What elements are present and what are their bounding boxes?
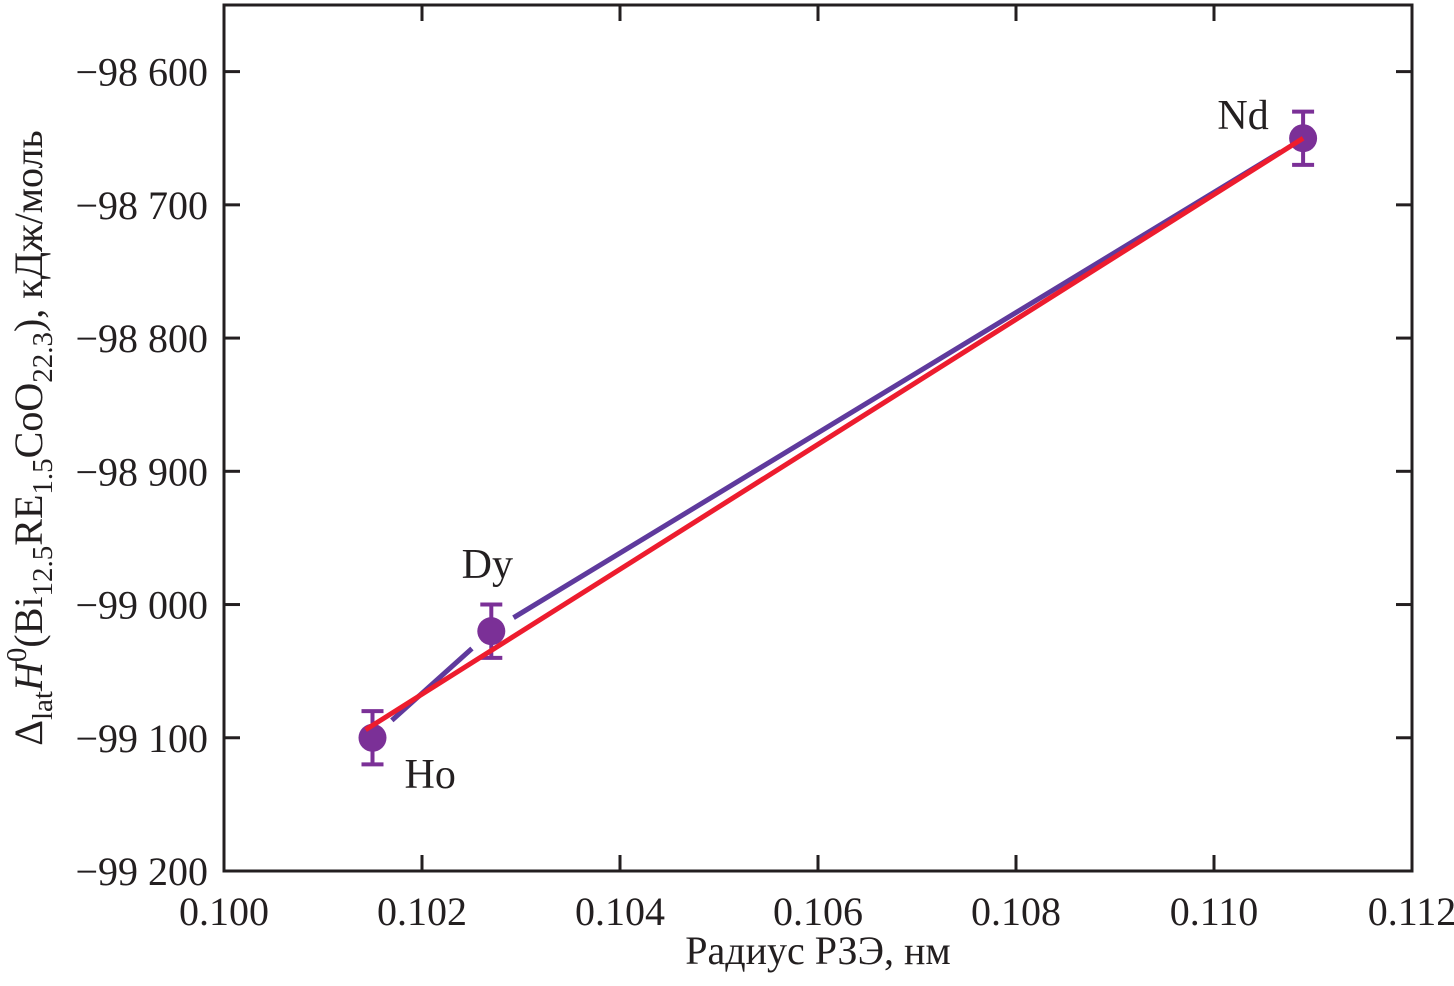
y-tick-label: −98 900 (75, 449, 208, 494)
data-point-marker (477, 617, 506, 646)
data-point-Ho: Ho (358, 709, 456, 798)
data-point-marker (358, 723, 387, 752)
x-tick-label: 0.104 (575, 889, 665, 934)
y-tick-label: −99 200 (75, 849, 208, 894)
x-tick-label: 0.110 (1170, 889, 1259, 934)
x-tick-label: 0.106 (773, 889, 863, 934)
y-axis-title: ΔlatH0(Bi12.5RE1.5CoO22.3), кДж/моль (1, 130, 59, 745)
series-line-experimental (512, 149, 1283, 620)
x-tick-label: 0.102 (377, 889, 467, 934)
y-tick-label: −98 700 (75, 183, 208, 228)
x-tick-label: 0.100 (179, 889, 269, 934)
x-axis-title: Радиус РЗЭ, нм (685, 928, 950, 973)
series-line-experimental (390, 646, 474, 723)
x-tick-label: 0.112 (1368, 889, 1454, 934)
y-tick-label: −98 600 (75, 50, 208, 95)
point-label-Ho: Ho (405, 752, 456, 798)
y-tick-label: −99 000 (75, 583, 208, 628)
point-label-Dy: Dy (462, 542, 513, 588)
y-tick-label: −99 100 (75, 716, 208, 761)
fit-line (364, 136, 1305, 732)
data-point-Nd: Nd (1217, 93, 1318, 167)
y-tick-label: −98 800 (75, 316, 208, 361)
point-label-Nd: Nd (1217, 93, 1268, 139)
x-tick-label: 0.108 (971, 889, 1061, 934)
